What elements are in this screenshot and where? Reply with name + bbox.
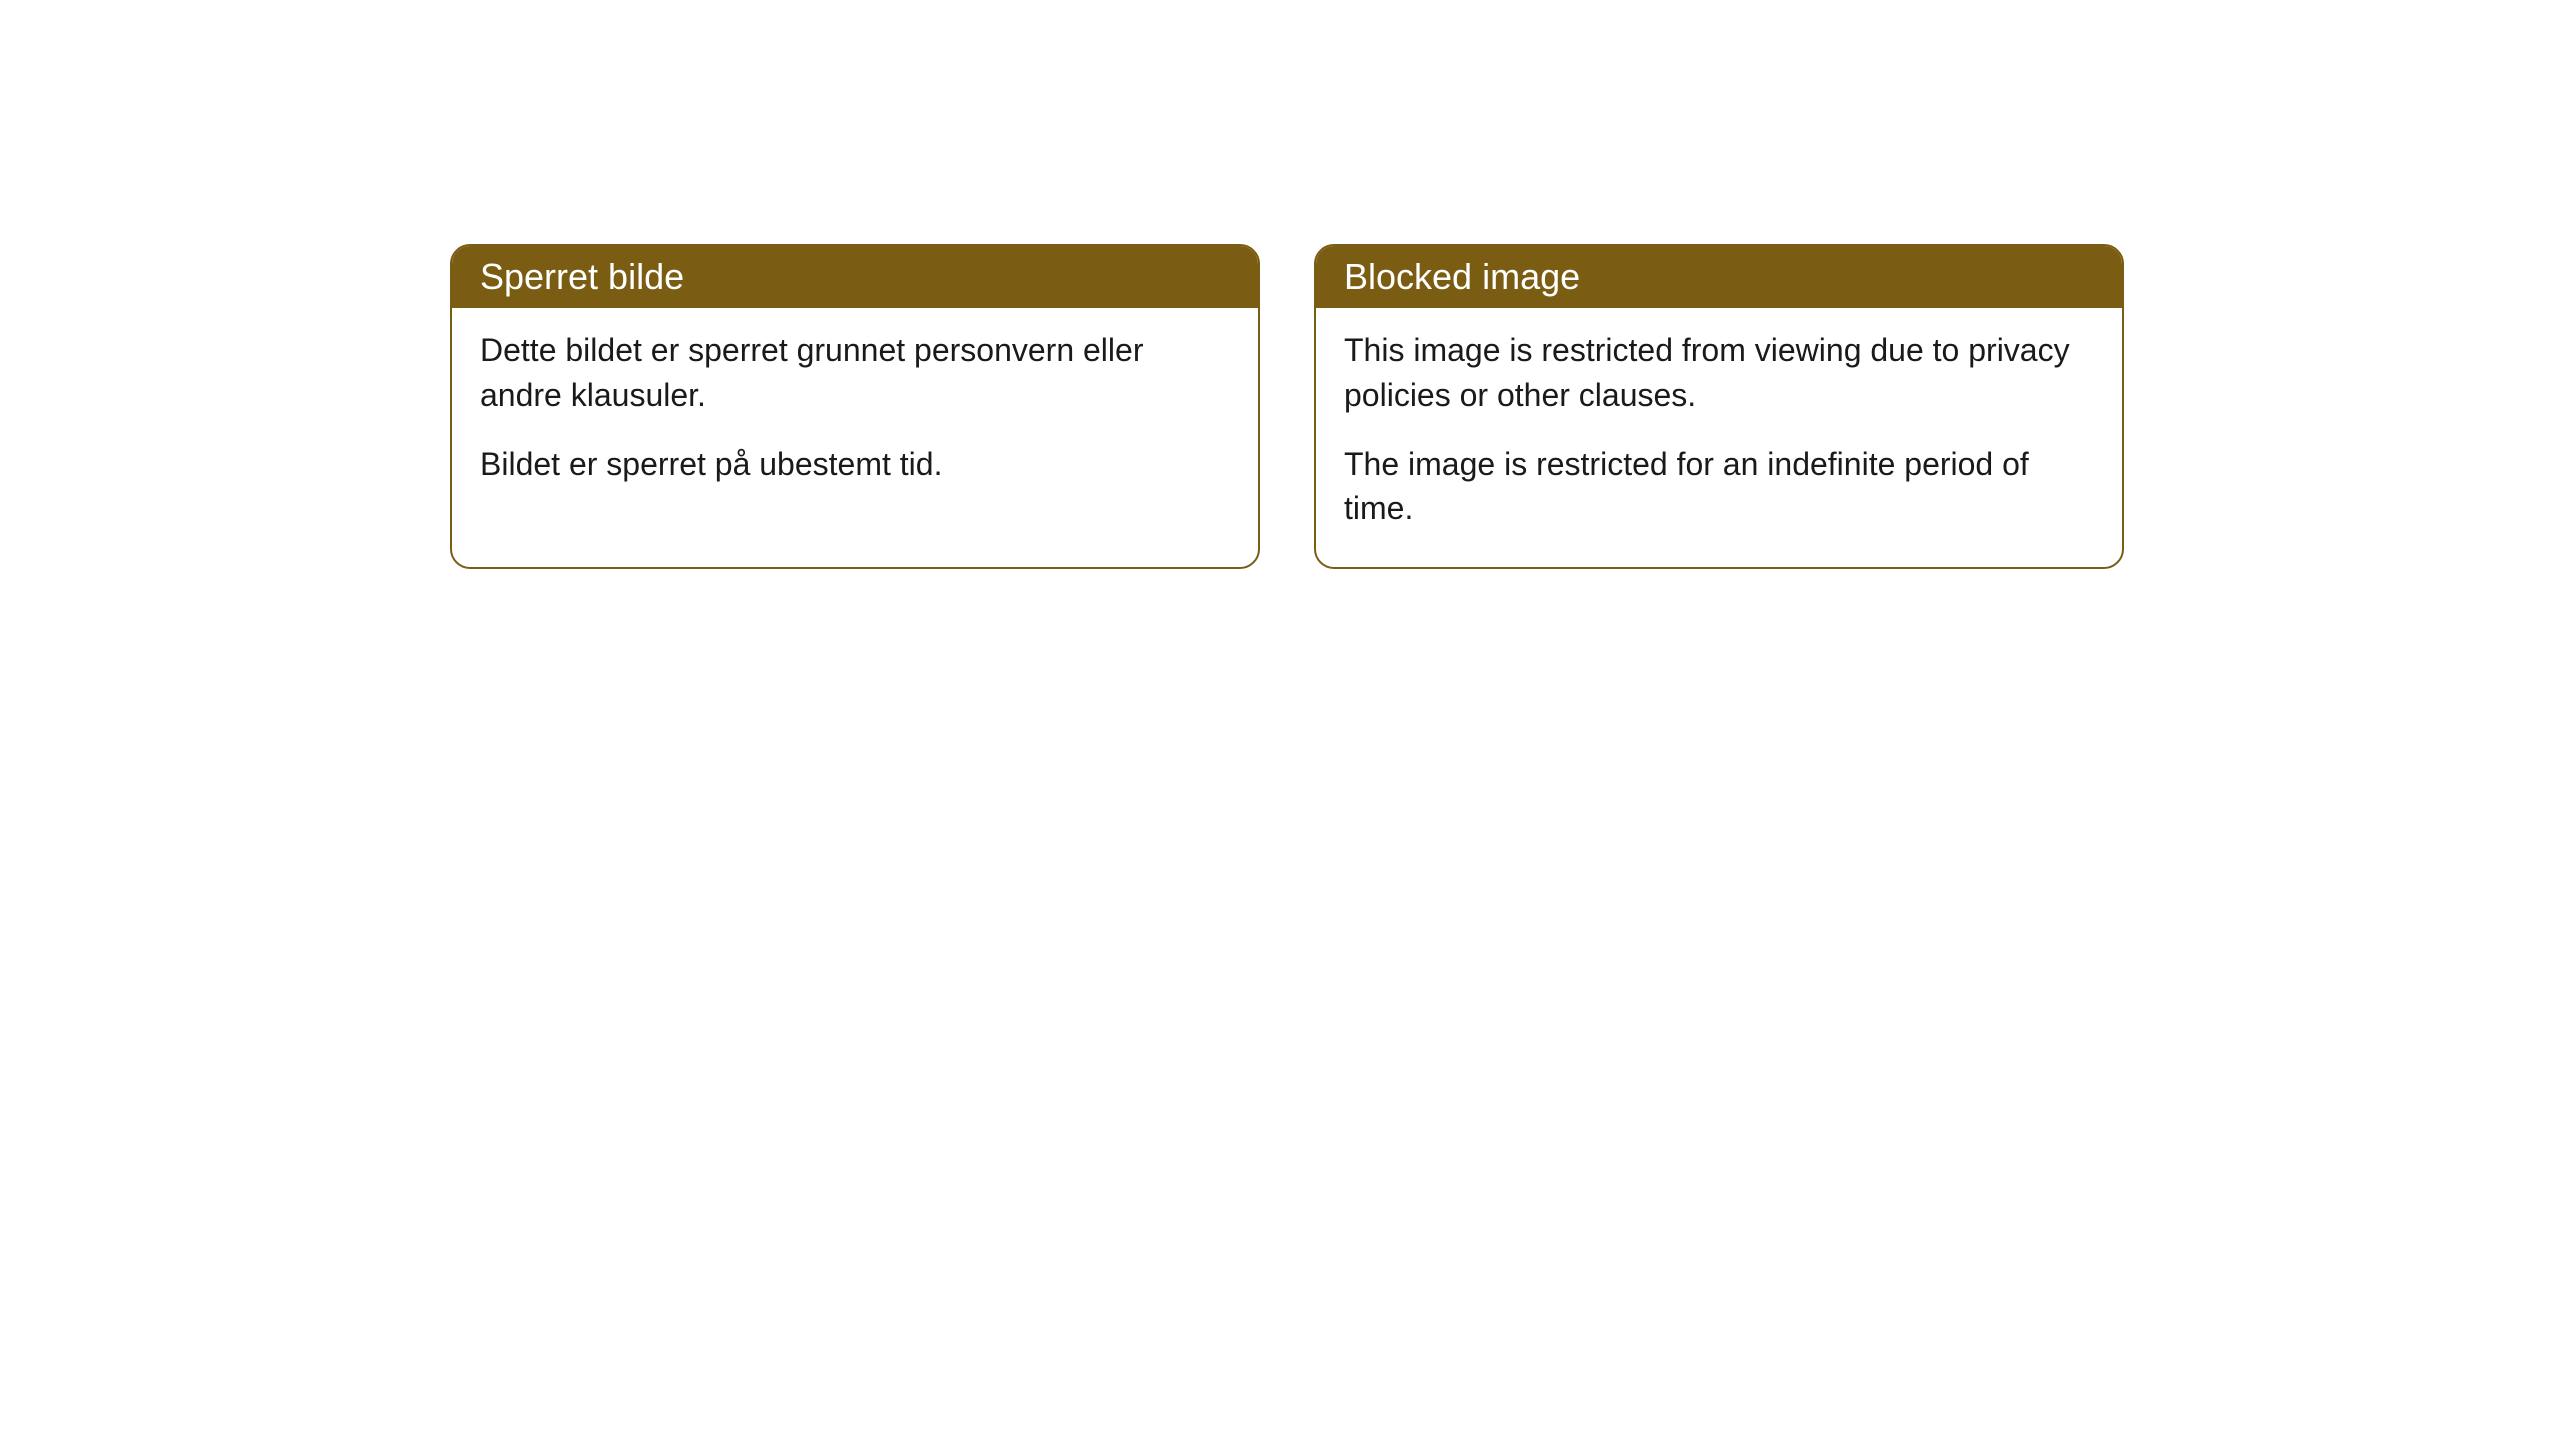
card-paragraph-1: Dette bildet er sperret grunnet personve… — [480, 328, 1230, 418]
card-header-norwegian: Sperret bilde — [452, 246, 1258, 308]
card-paragraph-2: The image is restricted for an indefinit… — [1344, 442, 2094, 532]
card-body-english: This image is restricted from viewing du… — [1316, 308, 2122, 567]
card-norwegian: Sperret bilde Dette bildet er sperret gr… — [450, 244, 1260, 569]
card-paragraph-2: Bildet er sperret på ubestemt tid. — [480, 442, 1230, 487]
card-title: Sperret bilde — [480, 256, 684, 297]
card-body-norwegian: Dette bildet er sperret grunnet personve… — [452, 308, 1258, 522]
card-english: Blocked image This image is restricted f… — [1314, 244, 2124, 569]
card-container: Sperret bilde Dette bildet er sperret gr… — [450, 244, 2124, 569]
card-paragraph-1: This image is restricted from viewing du… — [1344, 328, 2094, 418]
card-title: Blocked image — [1344, 256, 1580, 297]
card-header-english: Blocked image — [1316, 246, 2122, 308]
